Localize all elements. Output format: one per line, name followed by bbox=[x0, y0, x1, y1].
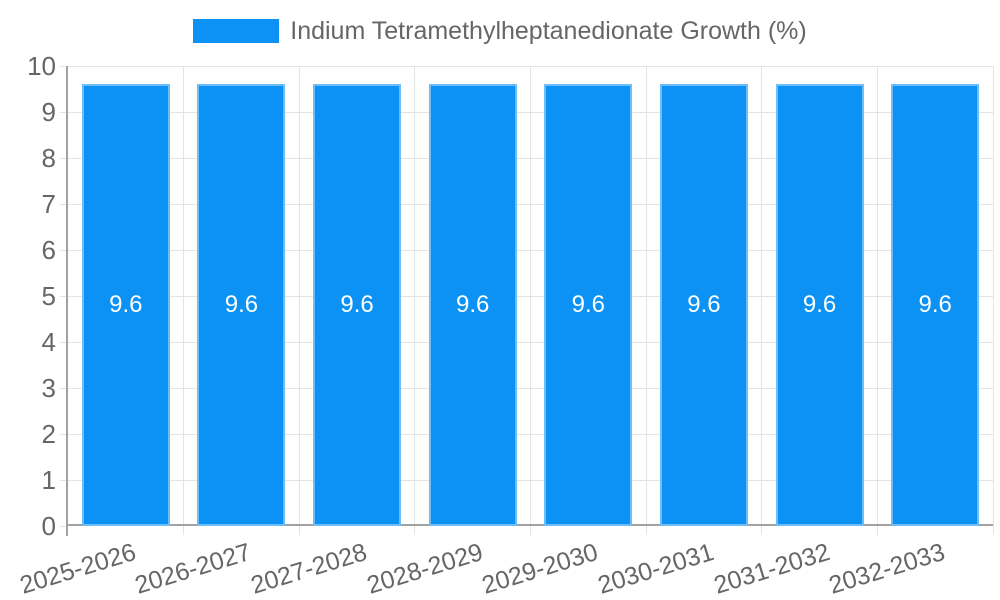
x-gridline bbox=[414, 66, 416, 535]
y-gridline bbox=[60, 65, 993, 67]
y-tick-label: 10 bbox=[27, 51, 56, 81]
y-tick-label: 6 bbox=[41, 235, 56, 265]
y-tick-label: 0 bbox=[41, 511, 56, 541]
bar[interactable] bbox=[659, 84, 748, 526]
x-gridline bbox=[183, 66, 185, 535]
legend[interactable]: Indium Tetramethylheptanedionate Growth … bbox=[0, 17, 1000, 45]
x-gridline bbox=[992, 66, 994, 535]
bar-value-label: 9.6 bbox=[340, 291, 374, 319]
y-gridline bbox=[60, 249, 993, 251]
bar-value-label: 9.6 bbox=[456, 291, 490, 319]
y-axis-line bbox=[66, 66, 68, 536]
bar-value-label: 9.6 bbox=[687, 291, 721, 319]
plot-area: 0 1 2 3 4 5 6 7 8 9 10 9.6 2025-2026 9.6 2026-2027 9.6 2… bbox=[16, 51, 994, 600]
y-tick-label: 5 bbox=[41, 281, 56, 311]
y-gridline bbox=[60, 111, 993, 113]
x-gridline bbox=[876, 66, 878, 535]
bar-value-label: 9.6 bbox=[802, 291, 837, 319]
bar[interactable] bbox=[81, 84, 170, 526]
y-tick-label: 9 bbox=[41, 97, 56, 127]
y-tick-mark bbox=[60, 525, 68, 527]
x-axis-line bbox=[66, 524, 993, 526]
x-gridline bbox=[761, 66, 763, 535]
bar[interactable] bbox=[428, 84, 517, 526]
y-tick-label: 3 bbox=[41, 373, 56, 403]
y-gridline bbox=[60, 433, 993, 435]
bar-value-label: 9.6 bbox=[109, 291, 143, 319]
bar[interactable] bbox=[544, 84, 633, 526]
x-gridline bbox=[530, 66, 531, 535]
y-tick-label: 7 bbox=[41, 189, 56, 219]
y-tick-label: 1 bbox=[41, 465, 56, 495]
y-gridline bbox=[60, 479, 993, 481]
y-gridline bbox=[60, 295, 993, 297]
bar[interactable] bbox=[197, 84, 286, 526]
bar-value-label: 9.6 bbox=[571, 291, 605, 319]
y-gridline bbox=[60, 157, 993, 159]
y-gridline bbox=[60, 387, 993, 389]
bar[interactable] bbox=[313, 84, 402, 526]
y-tick-label: 4 bbox=[41, 327, 56, 357]
y-tick-label: 2 bbox=[41, 419, 56, 449]
legend-label: Indium Tetramethylheptanedionate Growth … bbox=[290, 17, 807, 45]
legend-swatch bbox=[193, 19, 280, 43]
bar-value-label: 9.6 bbox=[224, 291, 259, 319]
y-gridline bbox=[60, 341, 993, 343]
x-gridline bbox=[645, 66, 647, 535]
y-tick-label: 8 bbox=[41, 143, 56, 173]
bar-value-label: 9.6 bbox=[918, 291, 952, 319]
y-gridline bbox=[60, 203, 993, 205]
bar[interactable] bbox=[775, 84, 864, 526]
bar[interactable] bbox=[891, 84, 980, 526]
x-gridline bbox=[298, 66, 300, 535]
